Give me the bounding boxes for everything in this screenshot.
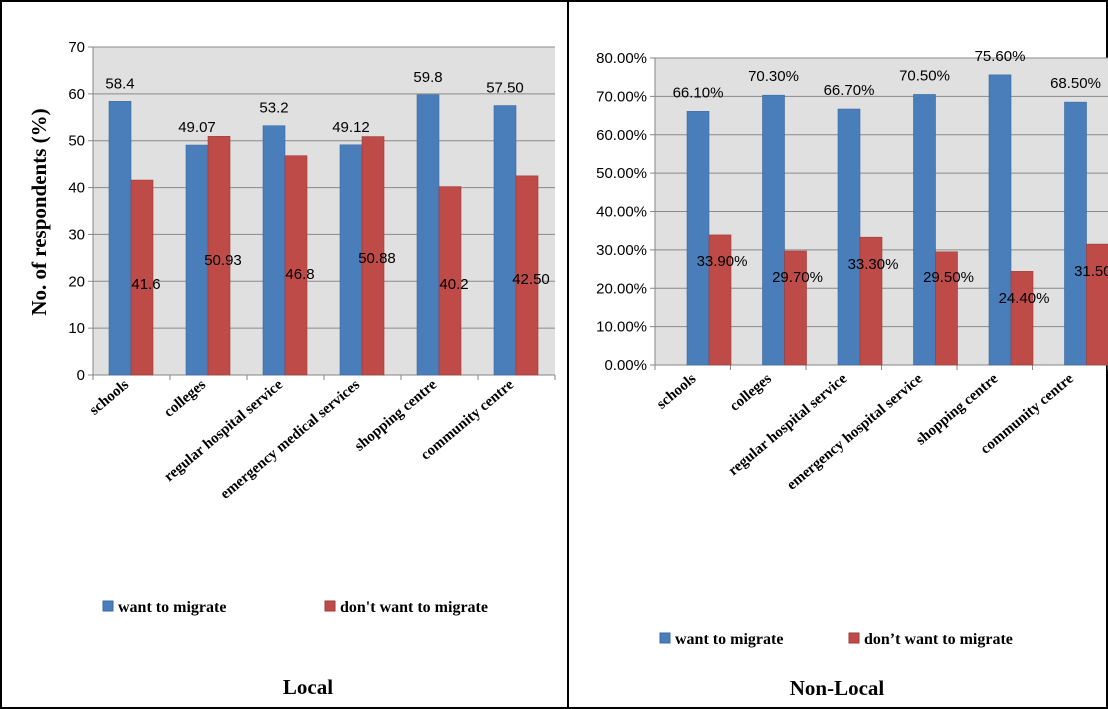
non-local-data-label-want: 70.50% <box>899 67 950 84</box>
bar-non-local-dont-emergency-hospital-service <box>935 251 958 366</box>
non-local-category-label: colleges <box>727 371 775 415</box>
local-data-label-dont: 41.6 <box>131 276 160 293</box>
non-local-y-tick-label: 30.00% <box>596 242 647 259</box>
bar-non-local-dont-shopping-centre <box>1010 271 1034 366</box>
local-data-label-dont: 42.50 <box>512 271 550 288</box>
local-data-label-dont: 40.2 <box>439 276 468 293</box>
non-local-category-label: emergency hospital service <box>784 371 926 494</box>
bar-non-local-dont-regular-hospital-service <box>859 236 883 366</box>
bar-non-local-want-schools <box>686 111 710 366</box>
bar-local-want-shopping-centre <box>416 94 440 376</box>
non-local-y-tick-label: 10.00% <box>596 319 647 336</box>
local-data-label-want: 57.50 <box>486 80 524 97</box>
non-local-data-label-dont: 31.50% <box>1074 263 1108 280</box>
non-local-y-tick-label: 80.00% <box>596 50 647 67</box>
non-local-y-tick-label: 0.00% <box>604 357 647 374</box>
non-local-data-label-dont: 29.70% <box>772 269 823 286</box>
non-local-data-label-dont: 33.90% <box>697 253 748 270</box>
local-y-tick-label: 60 <box>68 86 85 103</box>
bar-local-want-community-centre <box>493 105 517 376</box>
local-category-label: emergency medical services <box>218 377 364 503</box>
local-y-tick-label: 10 <box>68 320 85 337</box>
local-y-tick-label: 70 <box>68 39 85 56</box>
non-local-legend-swatch <box>848 632 860 644</box>
non-local-data-label-dont: 33.30% <box>848 256 899 273</box>
bar-non-local-want-community-centre <box>1064 101 1087 366</box>
non-local-chart: 0.00% 10.00% 20.00% 30.00% 40.00% 50.00% 60.00… <box>596 48 1108 700</box>
local-data-label-want: 49.07 <box>178 119 216 136</box>
bar-local-dont-shopping-centre <box>438 186 462 376</box>
local-legend-swatch <box>324 600 336 612</box>
non-local-y-tick-label: 20.00% <box>596 280 647 297</box>
local-data-label-want: 49.12 <box>332 119 370 136</box>
bar-local-dont-schools <box>130 179 154 376</box>
bar-non-local-want-emergency-hospital-service <box>913 94 936 366</box>
non-local-y-tick-label: 60.00% <box>596 127 647 144</box>
non-local-data-label-want: 66.70% <box>824 82 875 99</box>
non-local-category-label: schools <box>654 371 700 413</box>
local-data-label-want: 58.4 <box>105 75 134 92</box>
local-y-tick-label: 40 <box>68 180 85 197</box>
bar-non-local-want-shopping-centre <box>988 74 1012 366</box>
bar-local-want-schools <box>108 101 132 376</box>
local-data-label-want: 53.2 <box>259 100 288 117</box>
local-legend-label: don't want to migrate <box>340 599 488 616</box>
bar-local-dont-colleges <box>207 136 231 376</box>
local-legend-label: want to migrate <box>118 599 226 616</box>
local-data-label-want: 59.8 <box>413 69 442 86</box>
bar-non-local-dont-community-centre <box>1086 243 1108 366</box>
local-category-label: schools <box>87 377 133 419</box>
non-local-legend-label: want to migrate <box>675 631 783 648</box>
bar-local-dont-regular-hospital-service <box>284 155 308 376</box>
bar-local-dont-community-centre <box>515 175 539 376</box>
non-local-data-label-dont: 29.50% <box>923 269 974 286</box>
local-data-label-dont: 50.88 <box>358 250 396 267</box>
local-y-tick-label: 0 <box>77 367 85 384</box>
non-local-data-label-dont: 24.40% <box>999 290 1050 307</box>
local-data-label-dont: 50.93 <box>204 252 242 269</box>
bar-non-local-dont-schools <box>708 234 732 366</box>
local-legend-swatch <box>102 600 114 612</box>
non-local-data-label-want: 68.50% <box>1050 75 1101 92</box>
non-local-y-tick-label: 70.00% <box>596 88 647 105</box>
non-local-data-label-want: 66.10% <box>673 84 724 101</box>
local-y-tick-label: 50 <box>68 133 85 150</box>
local-chart: 0 10 20 30 40 50 60 70 58.4 41.6 schools 49.07 50.93… <box>27 39 556 699</box>
local-plot-area <box>93 47 555 375</box>
bar-non-local-want-regular-hospital-service <box>837 108 861 366</box>
local-category-label: colleges <box>161 377 209 421</box>
local-y-tick-label: 30 <box>68 226 85 243</box>
bar-local-want-regular-hospital-service <box>262 125 286 376</box>
bar-non-local-want-colleges <box>762 94 785 366</box>
bar-non-local-dont-colleges <box>784 250 807 366</box>
non-local-y-tick-label: 50.00% <box>596 165 647 182</box>
non-local-data-label-want: 75.60% <box>975 48 1026 65</box>
non-local-legend-label: don’t want to migrate <box>864 631 1013 648</box>
non-local-data-label-want: 70.30% <box>748 68 799 85</box>
local-y-axis-title: No. of respondents (%) <box>27 108 51 315</box>
bar-local-dont-emergency-medical-services <box>361 136 385 376</box>
non-local-y-tick-label: 40.00% <box>596 204 647 221</box>
non-local-panel-title: Non-Local <box>790 676 885 700</box>
local-data-label-dont: 46.8 <box>285 266 314 283</box>
local-panel-title: Local <box>283 675 333 699</box>
non-local-legend-swatch <box>659 632 671 644</box>
local-y-tick-label: 20 <box>68 273 85 290</box>
